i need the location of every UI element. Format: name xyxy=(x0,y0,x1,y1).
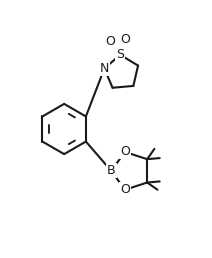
Text: O: O xyxy=(120,33,130,46)
Text: N: N xyxy=(100,62,109,75)
Text: S: S xyxy=(116,48,124,61)
Text: B: B xyxy=(107,164,116,177)
Text: O: O xyxy=(105,35,115,48)
Text: O: O xyxy=(120,183,130,196)
Text: O: O xyxy=(120,146,130,158)
